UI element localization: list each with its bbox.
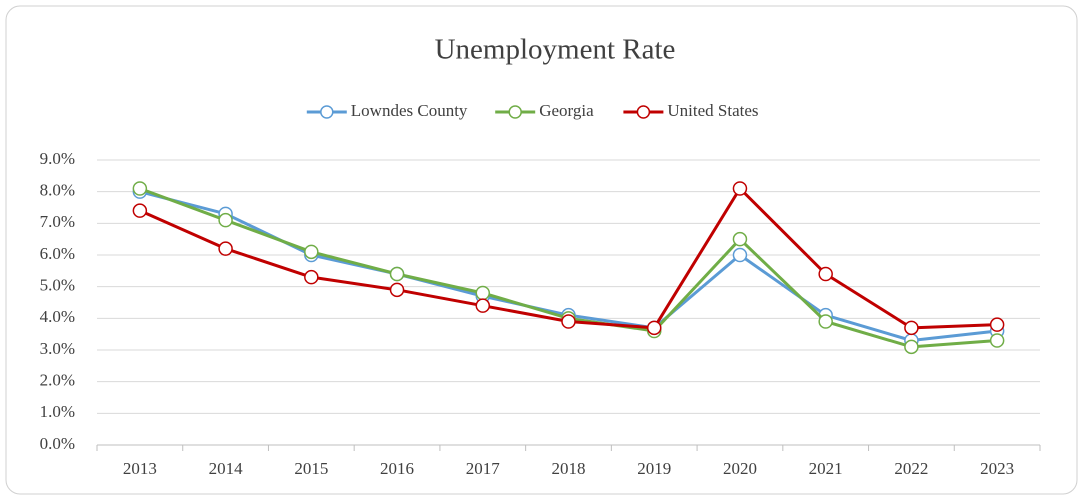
x-tick-label: 2018 xyxy=(552,459,586,478)
legend-marker xyxy=(508,105,522,119)
legend-label: Lowndes County xyxy=(351,101,468,120)
data-point xyxy=(475,298,491,313)
data-point xyxy=(132,181,148,196)
data-point xyxy=(132,203,148,218)
x-tick-label: 2016 xyxy=(380,459,414,478)
x-tick-label: 2019 xyxy=(637,459,671,478)
data-point xyxy=(218,212,233,228)
data-point xyxy=(646,320,662,336)
data-point xyxy=(818,314,833,329)
y-tick-label: 7.0% xyxy=(40,212,75,231)
data-point xyxy=(304,244,319,260)
chart-border xyxy=(5,5,1078,495)
data-point xyxy=(818,266,833,282)
data-point xyxy=(732,231,748,247)
y-tick-label: 0.0% xyxy=(40,434,75,453)
data-point xyxy=(218,241,233,256)
x-tick-label: 2014 xyxy=(209,459,244,478)
legend-marker xyxy=(636,105,651,119)
data-point xyxy=(304,269,319,285)
x-tick-label: 2020 xyxy=(723,459,757,478)
x-tick-label: 2013 xyxy=(123,459,157,478)
data-point xyxy=(904,339,919,355)
y-tick-label: 1.0% xyxy=(40,402,75,421)
x-tick-label: 2022 xyxy=(894,459,928,478)
x-tick-label: 2021 xyxy=(809,459,843,478)
data-point xyxy=(904,320,919,336)
chart-title: Unemployment Rate xyxy=(435,34,676,66)
data-point xyxy=(475,285,491,301)
x-tick-label: 2015 xyxy=(294,459,328,478)
data-point xyxy=(989,333,1005,348)
y-tick-label: 4.0% xyxy=(40,307,75,326)
data-point xyxy=(989,317,1005,332)
y-tick-label: 3.0% xyxy=(40,339,75,358)
y-tick-label: 6.0% xyxy=(40,244,75,263)
data-point xyxy=(561,314,576,329)
x-tick-label: 2023 xyxy=(980,459,1014,478)
x-tick-label: 2017 xyxy=(466,459,501,478)
data-point xyxy=(732,247,748,263)
data-point xyxy=(389,282,405,298)
legend-label: Georgia xyxy=(539,101,594,120)
y-tick-label: 8.0% xyxy=(40,181,75,200)
data-point xyxy=(732,181,748,196)
legend-label: United States xyxy=(667,101,758,120)
y-tick-label: 9.0% xyxy=(40,149,75,168)
y-tick-label: 5.0% xyxy=(40,276,75,295)
legend-marker xyxy=(320,105,334,119)
data-point xyxy=(389,266,405,282)
y-tick-label: 2.0% xyxy=(40,371,75,390)
